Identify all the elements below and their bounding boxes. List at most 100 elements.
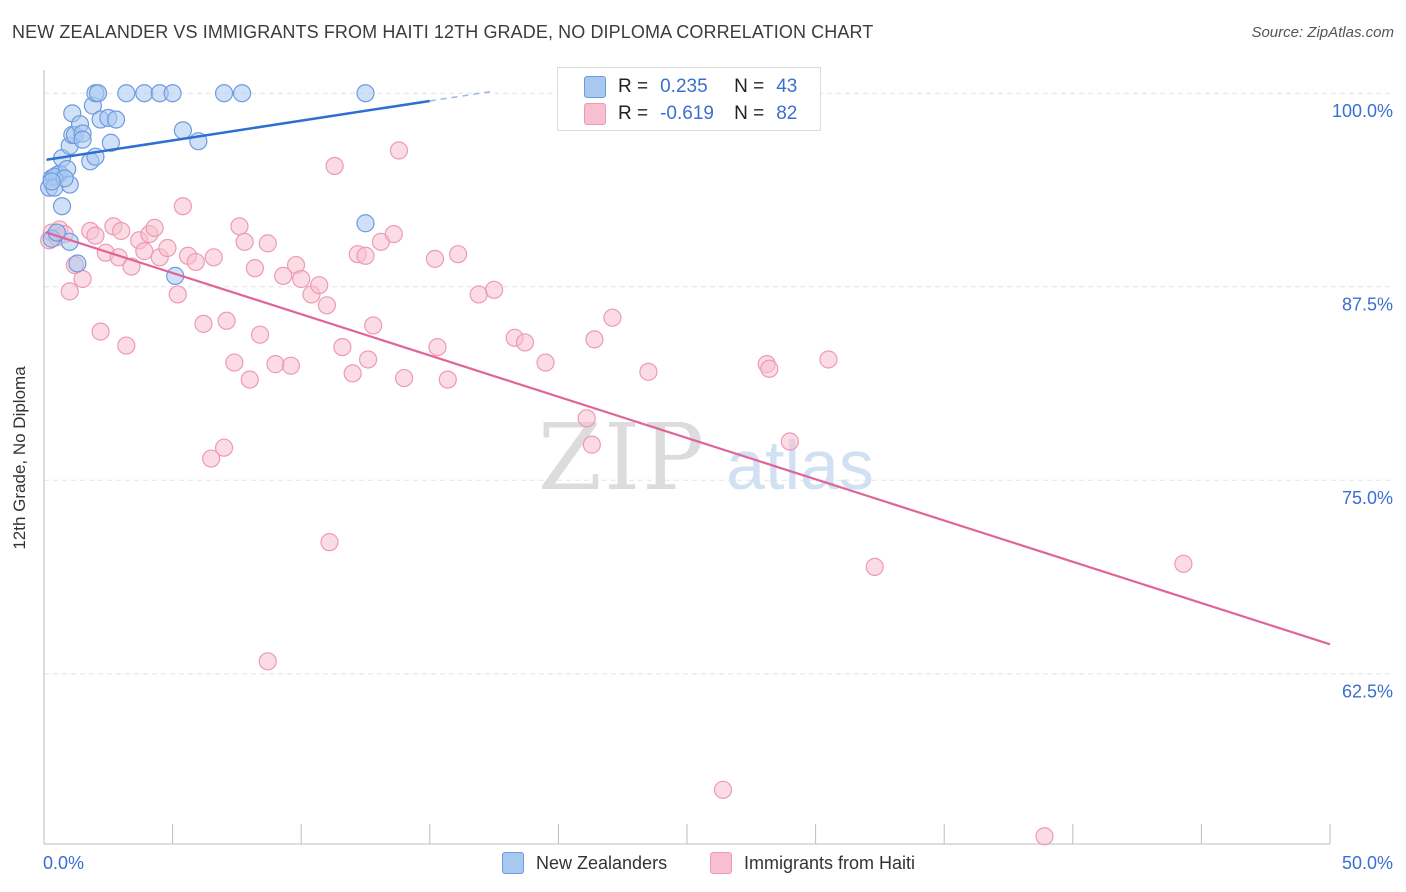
chart-title: NEW ZEALANDER VS IMMIGRANTS FROM HAITI 1… (12, 22, 874, 42)
haiti-point (333, 337, 352, 357)
nz-trend-line (46, 99, 430, 162)
series-legend-label-nz: New Zealanders (536, 852, 668, 873)
haiti-point (225, 353, 244, 372)
haiti-point (425, 249, 445, 268)
nz-point (163, 84, 182, 103)
tick-labels: 100.0% 87.5% 75.0% 62.5% 0.0% 50.0% (43, 101, 1393, 873)
x-tick-label: 50.0% (1342, 853, 1393, 873)
haiti-point (577, 409, 596, 428)
series-legend-nz: New Zealanders (502, 852, 667, 874)
nz-point (68, 254, 87, 273)
haiti-point (186, 252, 205, 272)
haiti-point (168, 285, 187, 304)
haiti-point (515, 333, 535, 352)
haiti-point (202, 449, 221, 468)
legend-n-label: N = (734, 103, 765, 124)
haiti-point (1035, 827, 1054, 846)
haiti-point (310, 276, 329, 295)
legend-swatch-haiti (584, 103, 606, 125)
haiti-point (358, 350, 378, 369)
nz-point (214, 84, 234, 103)
haiti-point (235, 232, 254, 251)
haiti-point (582, 435, 601, 454)
haiti-point (343, 364, 362, 383)
series-legend-swatch-haiti (710, 852, 732, 874)
legend-n-value-haiti: 82 (776, 103, 798, 124)
haiti-point (73, 269, 92, 289)
haiti-point (274, 266, 293, 285)
series-haiti-points (40, 141, 1193, 846)
source-credit: Source: ZipAtlas.com (1251, 24, 1394, 41)
axes (43, 70, 1331, 845)
nz-point (135, 84, 154, 103)
nz-point (356, 84, 375, 103)
haiti-point (819, 350, 838, 369)
haiti-trend-line (46, 231, 1331, 646)
watermark-atlas: atlas (726, 426, 874, 504)
haiti-point (60, 282, 79, 301)
y-tick-label: 100.0% (1332, 101, 1393, 121)
nz-point (52, 197, 72, 216)
trend-lines (46, 90, 1331, 646)
watermark-zip: ZIP (538, 404, 706, 511)
haiti-point (317, 296, 337, 315)
series-legend-label-haiti: Immigrants from Haiti (744, 852, 916, 873)
legend-n-label: N = (734, 76, 765, 97)
haiti-point (760, 359, 779, 378)
haiti-point (780, 432, 799, 451)
haiti-point (469, 285, 488, 304)
haiti-point (585, 330, 604, 349)
series-nz-points (40, 84, 375, 285)
haiti-point (485, 280, 504, 299)
haiti-point (865, 557, 884, 577)
y-tick-label: 87.5% (1342, 295, 1393, 315)
series-legend-haiti: Immigrants from Haiti (710, 852, 915, 874)
legend-row-nz: R = 0.235 N = 43 (584, 74, 797, 100)
nz-point (88, 84, 108, 103)
haiti-point (639, 362, 658, 381)
haiti-point (356, 246, 375, 265)
nz-point (173, 121, 192, 140)
haiti-point (713, 780, 733, 799)
haiti-point (281, 356, 301, 375)
x-tick-label: 0.0% (43, 853, 84, 873)
haiti-point (86, 226, 105, 245)
haiti-point (173, 197, 192, 216)
haiti-point (230, 217, 249, 236)
haiti-point (320, 533, 339, 552)
haiti-point (384, 224, 403, 244)
haiti-point (117, 336, 136, 355)
legend-n-value-nz: 43 (776, 76, 798, 97)
nz-trend-extension (429, 90, 495, 102)
legend-swatch-nz (584, 76, 606, 98)
haiti-point (536, 353, 555, 372)
haiti-point (258, 652, 277, 671)
legend-r-value-haiti: -0.619 (660, 103, 714, 124)
haiti-point (91, 322, 110, 341)
series-legend-swatch-nz (502, 852, 524, 874)
haiti-point (364, 316, 383, 335)
legend-row-haiti: R = -0.619 N = 82 (584, 101, 797, 127)
correlation-legend: R = 0.235 N = 43 R = -0.619 N = 82 (557, 67, 821, 131)
haiti-point (428, 337, 447, 357)
haiti-point (438, 370, 457, 389)
haiti-point (135, 242, 154, 261)
haiti-point (603, 308, 622, 327)
haiti-point (245, 259, 265, 278)
legend-r-value-nz: 0.235 (660, 76, 708, 97)
y-tick-label: 75.0% (1342, 488, 1393, 508)
haiti-point (250, 325, 270, 344)
haiti-point (122, 257, 141, 276)
haiti-point (214, 438, 234, 457)
haiti-point (292, 269, 311, 289)
haiti-point (158, 238, 177, 258)
y-tick-label: 62.5% (1342, 682, 1393, 702)
haiti-point (240, 370, 259, 389)
nz-point (232, 84, 252, 103)
haiti-point (394, 368, 414, 388)
haiti-point (266, 355, 285, 374)
nz-point (117, 84, 136, 103)
haiti-point (217, 311, 236, 330)
haiti-point (112, 221, 131, 241)
